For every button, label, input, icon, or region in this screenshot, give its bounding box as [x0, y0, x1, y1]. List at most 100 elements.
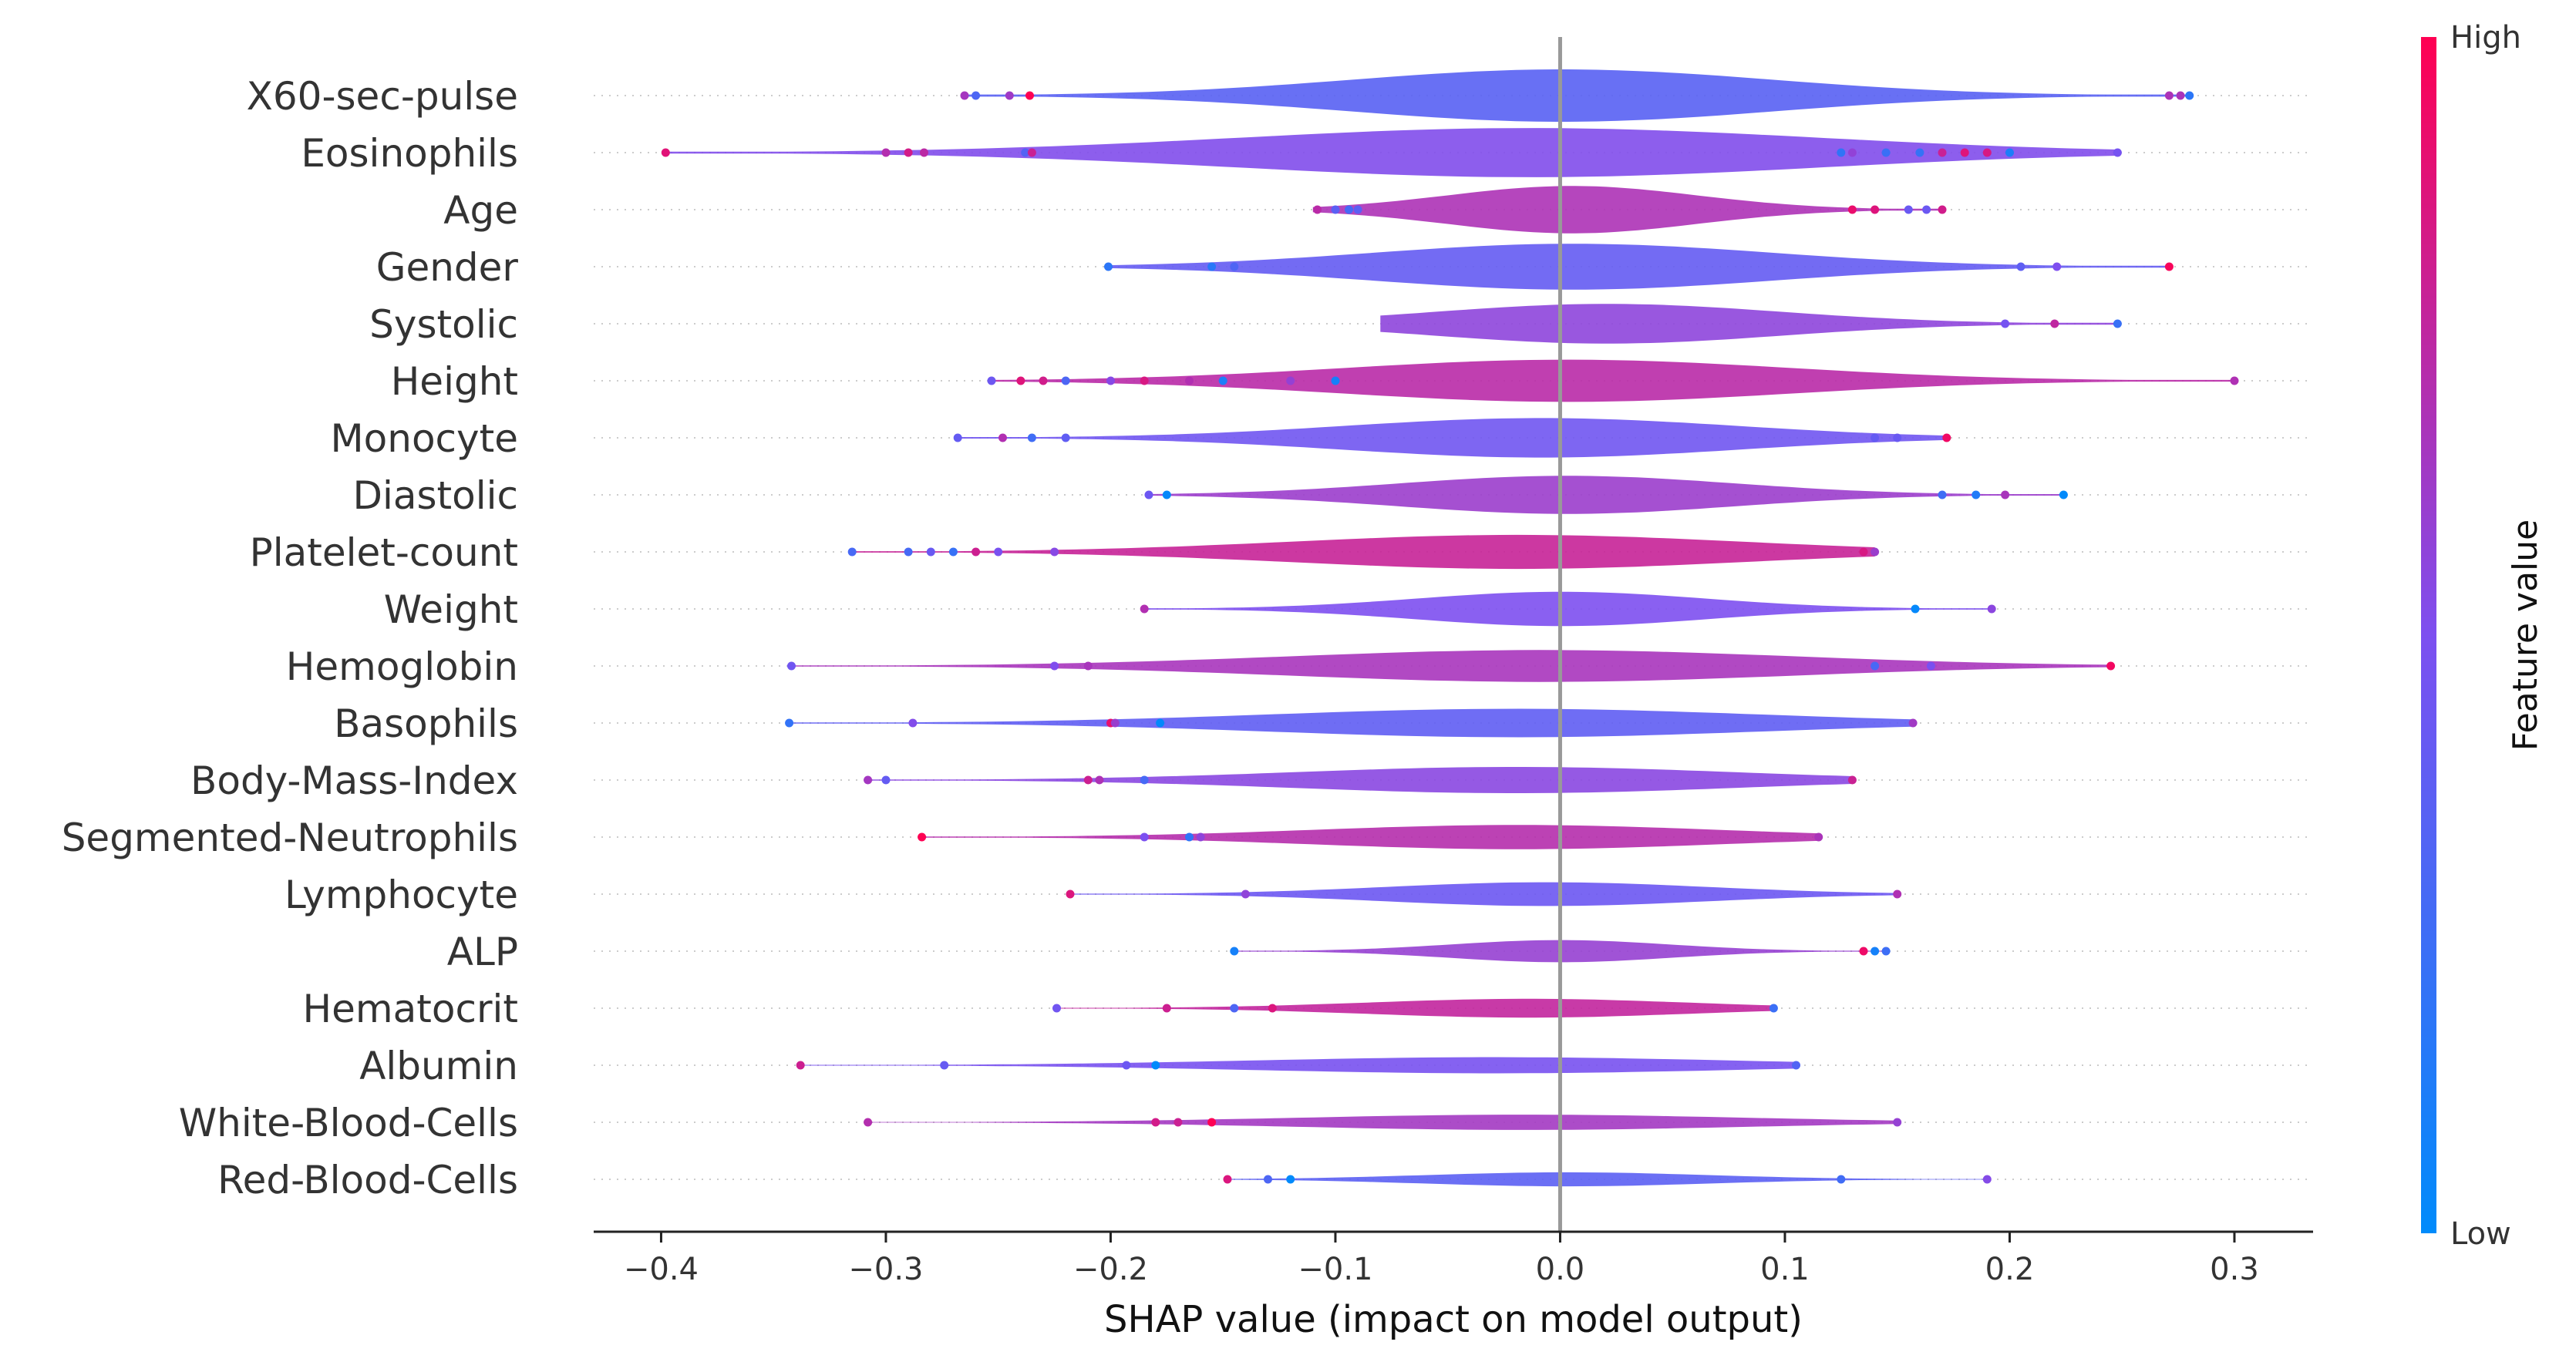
feature-label: Segmented-Neutrophils — [62, 816, 518, 860]
outlier-point — [1230, 1004, 1239, 1013]
feature-label: Lymphocyte — [285, 873, 518, 917]
outlier-point — [1095, 775, 1104, 785]
feature-label: ALP — [447, 930, 518, 974]
outlier-point — [881, 775, 891, 785]
x-axis-title: SHAP value (impact on model output) — [1104, 1298, 1803, 1341]
outlier-point — [1871, 205, 1880, 214]
colorbar-title: Feature value — [2506, 520, 2545, 751]
outlier-point — [2005, 148, 2014, 157]
feature-label: Albumin — [359, 1044, 518, 1088]
outlier-point — [2001, 319, 2010, 328]
feature-row: Basophils — [334, 701, 2313, 746]
feature-row: Monocyte — [331, 416, 2313, 461]
feature-label: Body-Mass-Index — [190, 758, 518, 803]
outlier-point — [1353, 205, 1362, 214]
feature-row: Lymphocyte — [285, 873, 2313, 917]
outlier-point — [1904, 205, 1913, 214]
outlier-point — [1140, 775, 1149, 785]
x-axis: −0.4 −0.3 −0.2 −0.1 0.0 0.1 0.2 0.3 — [594, 1230, 2313, 1287]
outlier-point — [2176, 91, 2185, 100]
outlier-point — [2164, 262, 2174, 271]
outlier-point — [1871, 661, 1880, 671]
feature-row: Platelet-count — [250, 530, 2313, 575]
outlier-point — [1083, 775, 1093, 785]
outlier-point — [1016, 376, 1025, 385]
outlier-point — [2185, 91, 2194, 100]
outlier-point — [1871, 433, 1880, 442]
outlier-point — [864, 775, 873, 785]
outlier-point — [1881, 148, 1891, 157]
outlier-point — [1859, 547, 1868, 557]
outlier-point — [1140, 376, 1149, 385]
outlier-point — [1987, 604, 1996, 614]
violin-shape — [867, 1115, 1897, 1130]
feature-label: X60-sec-pulse — [247, 74, 518, 119]
outlier-point — [904, 547, 913, 557]
feature-row: Age — [443, 186, 2313, 234]
violin-shape — [665, 128, 2118, 177]
feature-row: Systolic — [369, 302, 2313, 347]
outlier-point — [2113, 319, 2122, 328]
outlier-point — [1264, 1175, 1272, 1184]
outlier-point — [920, 148, 928, 157]
outlier-point — [1196, 832, 1205, 842]
outlier-point — [1005, 91, 1014, 100]
outlier-point — [1938, 490, 1947, 499]
feature-label: Basophils — [334, 701, 518, 746]
outlier-point — [1911, 604, 1920, 614]
outlier-point — [1871, 547, 1880, 557]
violin-shape — [867, 767, 1853, 793]
outlier-point — [960, 91, 969, 100]
outlier-point — [1814, 832, 1823, 842]
outlier-point — [1162, 1004, 1171, 1013]
outlier-point — [787, 661, 796, 671]
outlier-point — [1185, 832, 1194, 842]
feature-label: Hemoglobin — [286, 644, 518, 689]
violin-shape — [1149, 476, 2064, 514]
outlier-point — [1268, 1004, 1277, 1013]
feature-row: Eosinophils — [301, 128, 2313, 177]
outlier-point — [994, 547, 1003, 557]
outlier-point — [1837, 1175, 1846, 1184]
outlier-point — [1286, 1175, 1295, 1184]
outlier-point — [1039, 376, 1048, 385]
feature-row: X60-sec-pulse — [247, 69, 2313, 122]
violin-shape — [1144, 591, 1992, 627]
outlier-point — [1207, 1118, 1217, 1127]
outlier-point — [881, 148, 891, 157]
outlier-point — [1052, 1004, 1061, 1013]
outlier-point — [1027, 148, 1036, 157]
feature-row: Segmented-Neutrophils — [62, 816, 2313, 860]
outlier-point — [1151, 1061, 1160, 1070]
outlier-point — [1837, 148, 1846, 157]
outlier-point — [1218, 376, 1227, 385]
outlier-point — [1104, 262, 1113, 271]
outlier-point — [1938, 148, 1947, 157]
violin-shape — [921, 825, 1819, 849]
outlier-point — [1286, 376, 1295, 385]
outlier-point — [1140, 604, 1149, 614]
outlier-point — [2001, 490, 2010, 499]
colorbar: High Low Feature value — [2421, 20, 2545, 1252]
outlier-point — [1893, 1118, 1902, 1127]
outlier-point — [1982, 1175, 1992, 1184]
outlier-point — [1345, 205, 1353, 214]
feature-rows: X60-sec-pulse Eosinophils Age Gender Systoli… — [62, 69, 2313, 1202]
outlier-point — [1982, 148, 1992, 157]
feature-label: Weight — [384, 587, 518, 632]
outlier-point — [1230, 947, 1239, 956]
outlier-point — [2164, 91, 2174, 100]
outlier-point — [2052, 262, 2062, 271]
outlier-point — [1938, 205, 1947, 214]
colorbar-high-label: High — [2450, 20, 2521, 55]
outlier-point — [1066, 890, 1075, 899]
feature-row: Red-Blood-Cells — [217, 1158, 2313, 1202]
outlier-point — [1061, 433, 1070, 442]
violin-shape — [800, 1057, 1796, 1074]
outlier-point — [1926, 661, 1935, 671]
outlier-point — [987, 376, 996, 385]
outlier-point — [971, 547, 981, 557]
outlier-point — [904, 148, 913, 157]
outlier-point — [1331, 205, 1340, 214]
